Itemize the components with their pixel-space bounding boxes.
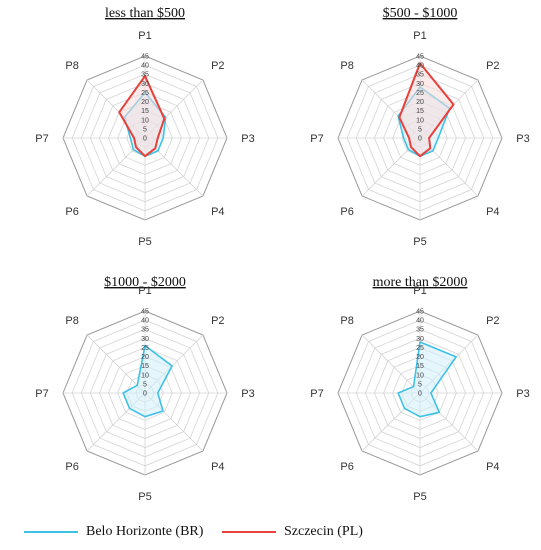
category-label-p5: P5 bbox=[138, 491, 151, 503]
legend-line-szczecin bbox=[222, 531, 276, 533]
radial-tick-label: 5 bbox=[143, 126, 147, 133]
radial-tick-label: 5 bbox=[143, 381, 147, 388]
category-label-p8: P8 bbox=[340, 60, 353, 72]
radial-tick-label: 35 bbox=[416, 327, 424, 334]
category-label-p5: P5 bbox=[138, 236, 151, 248]
radar-chart-2: $500 - $1000 0 5 10 15 20 25 30 35 40 45 P1 P2 P3 P4 P5… bbox=[310, 6, 529, 248]
radial-tick-label: 15 bbox=[141, 363, 149, 370]
chart-title: $500 - $1000 bbox=[383, 6, 458, 21]
radial-tick-label: 5 bbox=[418, 126, 422, 133]
series-belo-horizonte-br bbox=[397, 341, 457, 418]
category-label-p1: P1 bbox=[413, 30, 426, 42]
radial-tick-label: 45 bbox=[416, 54, 424, 61]
radial-tick-label: 10 bbox=[141, 117, 149, 124]
category-label-p4: P4 bbox=[211, 461, 224, 473]
radial-tick-label: 20 bbox=[416, 354, 424, 361]
radial-tick-label: 25 bbox=[416, 345, 424, 352]
radial-tick-label: 20 bbox=[141, 99, 149, 106]
category-label-p8: P8 bbox=[65, 315, 78, 327]
radial-tick-label: 5 bbox=[418, 381, 422, 388]
legend-label-szczecin: Szczecin (PL) bbox=[284, 524, 363, 539]
radial-tick-label: 0 bbox=[143, 391, 147, 398]
radial-tick-label: 40 bbox=[416, 63, 424, 70]
legend-item-belo-horizonte: Belo Horizonte (BR) bbox=[24, 524, 203, 540]
radial-tick-label: 0 bbox=[418, 391, 422, 398]
category-label-p7: P7 bbox=[35, 388, 48, 400]
category-label-p5: P5 bbox=[413, 236, 426, 248]
legend-item-szczecin: Szczecin (PL) bbox=[222, 524, 363, 540]
radial-tick-label: 45 bbox=[416, 309, 424, 316]
series-belo-horizonte-br bbox=[122, 344, 173, 418]
radial-tick-label: 30 bbox=[416, 336, 424, 343]
radial-tick-label: 30 bbox=[141, 336, 149, 343]
radial-tick-label: 40 bbox=[141, 63, 149, 70]
radial-tick-label: 45 bbox=[141, 309, 149, 316]
radial-tick-label: 35 bbox=[141, 72, 149, 79]
radar-chart-1: less than $500 0 5 10 15 20 25 30 35 40 45 P1 P2 P3 P4… bbox=[35, 6, 254, 248]
radar-chart-3: $1000 - $2000 0 5 10 15 20 25 30 35 40 45 P1 P2 P3 P4 P… bbox=[35, 275, 254, 503]
radial-tick-label: 25 bbox=[141, 345, 149, 352]
category-label-p3: P3 bbox=[516, 133, 529, 145]
radar-chart-4: more than $2000 0 5 10 15 20 25 30 35 40 45 P1 P2 P3 P… bbox=[310, 275, 529, 503]
category-label-p4: P4 bbox=[211, 206, 224, 218]
radial-tick-label: 20 bbox=[416, 99, 424, 106]
category-label-p8: P8 bbox=[65, 60, 78, 72]
category-label-p8: P8 bbox=[340, 315, 353, 327]
radial-tick-label: 25 bbox=[416, 90, 424, 97]
category-label-p5: P5 bbox=[413, 491, 426, 503]
category-label-p6: P6 bbox=[65, 206, 78, 218]
radial-tick-label: 40 bbox=[416, 318, 424, 325]
category-label-p2: P2 bbox=[486, 60, 499, 72]
chart-title: less than $500 bbox=[105, 6, 185, 21]
radial-tick-label: 15 bbox=[416, 363, 424, 370]
grid-spoke bbox=[86, 334, 146, 394]
series-szczecin-pl bbox=[398, 62, 455, 158]
category-label-p7: P7 bbox=[35, 133, 48, 145]
category-label-p1: P1 bbox=[413, 285, 426, 297]
radial-tick-label: 20 bbox=[141, 354, 149, 361]
radial-tick-label: 35 bbox=[416, 72, 424, 79]
radial-tick-label: 0 bbox=[418, 136, 422, 143]
category-label-p3: P3 bbox=[516, 388, 529, 400]
category-label-p2: P2 bbox=[211, 60, 224, 72]
category-label-p6: P6 bbox=[340, 206, 353, 218]
radial-tick-label: 25 bbox=[141, 90, 149, 97]
legend-label-belo-horizonte: Belo Horizonte (BR) bbox=[86, 524, 204, 539]
category-label-p1: P1 bbox=[138, 30, 151, 42]
chart-title: more than $2000 bbox=[373, 275, 468, 290]
category-label-p4: P4 bbox=[486, 461, 499, 473]
legend: Belo Horizonte (BR) Szczecin (PL) bbox=[0, 520, 541, 548]
radial-tick-label: 15 bbox=[141, 108, 149, 115]
category-label-p7: P7 bbox=[310, 388, 323, 400]
radial-tick-label: 30 bbox=[416, 81, 424, 88]
chart-title: $1000 - $2000 bbox=[104, 275, 186, 290]
legend-line-belo-horizonte bbox=[24, 531, 78, 533]
category-label-p1: P1 bbox=[138, 285, 151, 297]
radial-tick-label: 35 bbox=[141, 327, 149, 334]
radial-tick-label: 10 bbox=[416, 372, 424, 379]
category-label-p2: P2 bbox=[486, 315, 499, 327]
radial-tick-label: 15 bbox=[416, 108, 424, 115]
radial-tick-label: 45 bbox=[141, 54, 149, 61]
radial-tick-label: 10 bbox=[416, 117, 424, 124]
category-label-p6: P6 bbox=[340, 461, 353, 473]
series-szczecin-pl bbox=[118, 75, 166, 158]
category-label-p3: P3 bbox=[241, 388, 254, 400]
category-label-p4: P4 bbox=[486, 206, 499, 218]
category-label-p7: P7 bbox=[310, 133, 323, 145]
category-label-p6: P6 bbox=[65, 461, 78, 473]
radial-tick-label: 30 bbox=[141, 81, 149, 88]
grid-spoke bbox=[361, 334, 421, 394]
category-label-p3: P3 bbox=[241, 133, 254, 145]
radial-tick-label: 40 bbox=[141, 318, 149, 325]
radial-tick-label: 0 bbox=[143, 136, 147, 143]
category-label-p2: P2 bbox=[211, 315, 224, 327]
radial-tick-label: 10 bbox=[141, 372, 149, 379]
